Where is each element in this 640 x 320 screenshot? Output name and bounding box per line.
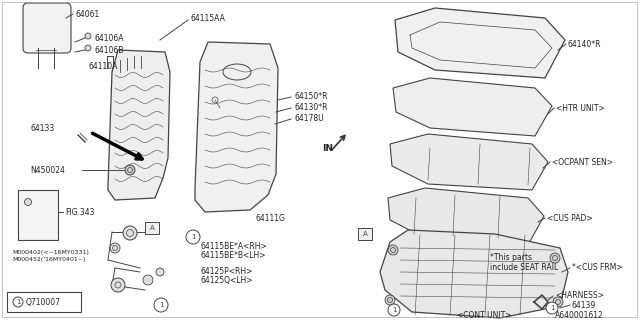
Text: 64115BE*B<LH>: 64115BE*B<LH> — [200, 252, 266, 260]
Text: 1: 1 — [392, 307, 396, 313]
Polygon shape — [388, 188, 544, 245]
Circle shape — [85, 33, 91, 39]
Polygon shape — [18, 190, 58, 240]
Circle shape — [154, 298, 168, 312]
Text: *This parts: *This parts — [490, 253, 532, 262]
Circle shape — [550, 253, 560, 263]
Circle shape — [546, 302, 558, 314]
Text: 64115AA: 64115AA — [190, 13, 225, 22]
Circle shape — [125, 165, 135, 175]
Text: 64140*R: 64140*R — [568, 39, 602, 49]
Text: <OCPANT SEN>: <OCPANT SEN> — [552, 157, 613, 166]
Circle shape — [388, 304, 400, 316]
Text: FIG.343: FIG.343 — [65, 207, 95, 217]
FancyBboxPatch shape — [358, 228, 372, 240]
Text: 64150*R: 64150*R — [294, 92, 328, 100]
FancyBboxPatch shape — [7, 292, 81, 312]
Text: 64125Q<LH>: 64125Q<LH> — [200, 276, 253, 285]
Circle shape — [186, 230, 200, 244]
Polygon shape — [108, 50, 170, 200]
Circle shape — [123, 226, 137, 240]
Circle shape — [553, 297, 563, 307]
Text: Q710007: Q710007 — [26, 298, 61, 307]
Text: 1: 1 — [16, 299, 20, 305]
Text: A640001612: A640001612 — [555, 311, 604, 320]
Circle shape — [388, 245, 398, 255]
Polygon shape — [395, 8, 565, 78]
Circle shape — [385, 295, 395, 305]
Text: A: A — [363, 231, 367, 237]
Text: 64110A: 64110A — [88, 61, 117, 70]
FancyBboxPatch shape — [145, 222, 159, 234]
Text: A: A — [150, 225, 154, 231]
Polygon shape — [390, 134, 548, 190]
Text: 64178U: 64178U — [294, 114, 324, 123]
Text: 64139: 64139 — [572, 300, 596, 309]
Text: M000402(<~16MY0331): M000402(<~16MY0331) — [12, 250, 89, 254]
Text: <HTR UNIT>: <HTR UNIT> — [556, 103, 605, 113]
Circle shape — [85, 45, 91, 51]
Text: <CONT UNIT>: <CONT UNIT> — [457, 311, 511, 320]
Text: 64106B: 64106B — [94, 45, 124, 54]
Circle shape — [110, 243, 120, 253]
Text: include SEAT RAIL: include SEAT RAIL — [490, 262, 558, 271]
Text: 64106A: 64106A — [94, 34, 124, 43]
Text: 64061: 64061 — [75, 10, 99, 19]
Text: 1: 1 — [159, 302, 163, 308]
Text: <HARNESS>: <HARNESS> — [555, 291, 604, 300]
FancyBboxPatch shape — [23, 3, 71, 53]
Circle shape — [111, 278, 125, 292]
Circle shape — [24, 198, 31, 205]
Text: 64125P<RH>: 64125P<RH> — [200, 268, 252, 276]
Text: 1: 1 — [191, 234, 195, 240]
Text: 64133: 64133 — [30, 124, 54, 132]
Text: *<CUS FRM>: *<CUS FRM> — [572, 263, 623, 273]
Text: M000452('16MY0401~): M000452('16MY0401~) — [12, 258, 85, 262]
Text: 64115BE*A<RH>: 64115BE*A<RH> — [200, 242, 267, 251]
Polygon shape — [393, 78, 552, 136]
Text: 64111G: 64111G — [255, 213, 285, 222]
Text: 64130*R: 64130*R — [294, 102, 328, 111]
Polygon shape — [195, 42, 278, 212]
Text: N450024: N450024 — [30, 165, 65, 174]
Circle shape — [156, 268, 164, 276]
Polygon shape — [380, 230, 568, 318]
Text: 1: 1 — [550, 305, 554, 311]
Ellipse shape — [223, 64, 251, 80]
Circle shape — [13, 297, 23, 307]
Circle shape — [143, 275, 153, 285]
Text: IN: IN — [322, 143, 333, 153]
Text: <CUS PAD>: <CUS PAD> — [547, 213, 593, 222]
